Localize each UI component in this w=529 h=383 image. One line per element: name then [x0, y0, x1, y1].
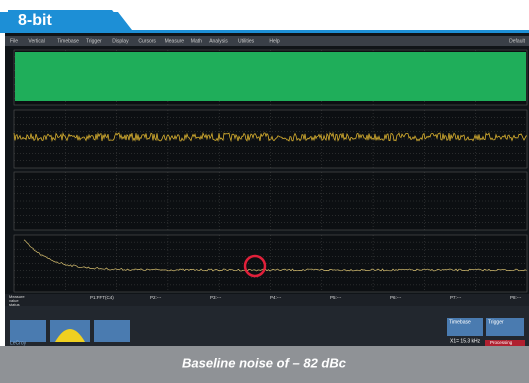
menu-item[interactable]: Vertical — [28, 38, 44, 44]
channel-box[interactable] — [10, 320, 46, 342]
menu-item[interactable]: Measure — [165, 38, 185, 44]
screenshot: 8-bit File Vertical Timebase Trigger Display… — [0, 0, 529, 383]
trace-fill — [15, 52, 526, 101]
status: Processing — [490, 340, 513, 345]
badge: 8-bit — [18, 12, 52, 29]
measure-param[interactable]: P7:--- — [450, 295, 462, 300]
menu-item[interactable]: Utilities — [238, 38, 255, 44]
channel-box[interactable] — [94, 320, 130, 342]
menu-item[interactable]: Math — [191, 38, 202, 44]
menu-item[interactable]: Display — [112, 38, 129, 44]
menu-item[interactable]: Cursors — [138, 38, 156, 44]
brand: LeCroy — [10, 340, 27, 346]
measure-param[interactable]: P6:--- — [390, 295, 402, 300]
caption: Baseline noise of – 82 dBc — [182, 355, 347, 370]
measure-param[interactable]: P5:--- — [330, 295, 342, 300]
menu-item[interactable]: Timebase — [57, 38, 79, 44]
measure-param[interactable]: P4:--- — [270, 295, 282, 300]
trigger-label: Trigger — [488, 319, 504, 325]
menu-item[interactable]: Help — [269, 38, 280, 44]
measure-param[interactable]: P3:--- — [210, 295, 222, 300]
cursor-readout: X1= 15.3 kHz — [450, 338, 481, 344]
menu-item[interactable]: Trigger — [86, 38, 102, 44]
menu-bar — [5, 36, 529, 46]
measure-param[interactable]: P1:FFT(C4) — [90, 295, 114, 300]
measure-param[interactable]: P8:--- — [510, 295, 522, 300]
grid-panel — [14, 172, 527, 230]
timebase-label: Timebase — [449, 319, 471, 325]
menu-right[interactable]: Default — [509, 38, 525, 44]
menu-item[interactable]: File — [10, 38, 18, 44]
measure-param[interactable]: P2:--- — [150, 295, 162, 300]
menu-item[interactable]: Analysis — [209, 38, 228, 44]
